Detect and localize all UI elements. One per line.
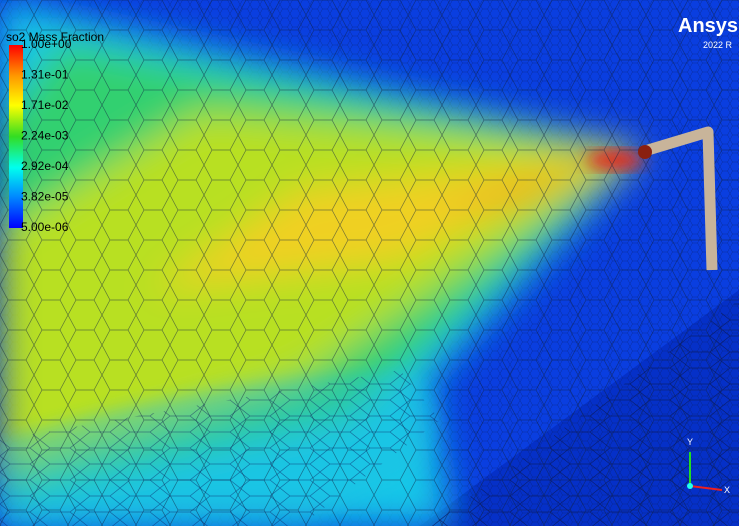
triad-x: X (724, 485, 730, 495)
contour-field (0, 0, 739, 526)
legend-label: 1.00e+00 (21, 37, 72, 51)
viewport: so2 Mass Fraction 1.00e+001.31e-011.71e-… (0, 0, 739, 526)
legend-label: 1.31e-01 (21, 68, 69, 82)
triad-y: Y (687, 437, 693, 447)
legend-label: 2.24e-03 (21, 129, 69, 143)
legend-label: 2.92e-04 (21, 159, 69, 173)
legend-label: 1.71e-02 (21, 98, 69, 112)
logo-version: 2022 R (703, 40, 733, 50)
legend-label: 3.82e-05 (21, 190, 69, 204)
legend-label: 5.00e-06 (21, 220, 69, 234)
logo-brand: Ansys (678, 15, 738, 37)
